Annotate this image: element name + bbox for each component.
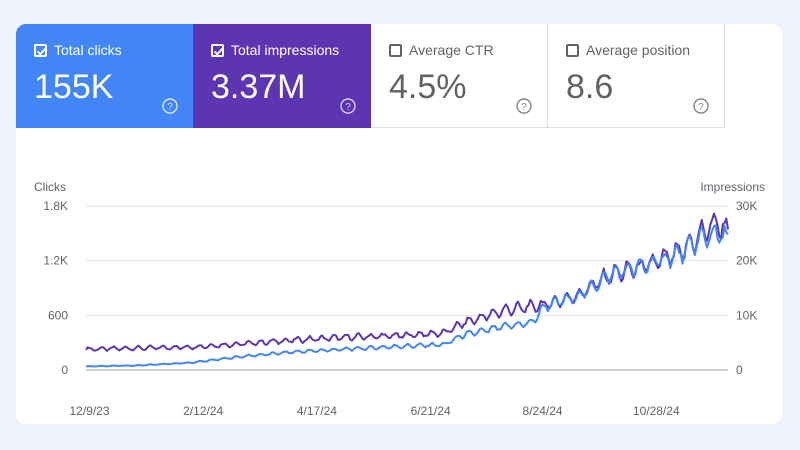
right-tick-label: 30K — [736, 199, 757, 213]
tile-value: 4.5% — [389, 68, 467, 106]
tile-label: Total clicks — [54, 42, 122, 58]
help-icon[interactable]: ? — [340, 98, 356, 114]
tile-total-clicks[interactable]: Total clicks 155K ? — [16, 24, 193, 128]
tile-average-ctr[interactable]: Average CTR 4.5% ? — [371, 24, 548, 128]
right-axis-label: Impressions — [700, 180, 765, 194]
tile-value: 3.37M — [211, 68, 306, 106]
left-axis-label: Clicks — [34, 180, 66, 194]
svg-text:?: ? — [345, 102, 351, 113]
left-tick-label: 1.2K — [43, 254, 68, 268]
svg-text:?: ? — [167, 102, 173, 113]
checkbox-unchecked-icon[interactable] — [389, 44, 402, 57]
x-tick-label: 10/28/24 — [633, 404, 680, 418]
series-line-impressions — [85, 212, 729, 352]
left-tick-label: 0 — [61, 363, 68, 377]
svg-text:?: ? — [698, 102, 704, 113]
help-icon[interactable]: ? — [693, 98, 709, 114]
checkbox-checked-icon[interactable] — [34, 44, 47, 57]
series-line-clicks — [85, 224, 729, 368]
checkbox-unchecked-icon[interactable] — [566, 44, 579, 57]
left-tick-label: 1.8K — [43, 199, 68, 213]
performance-chart: Clicks Impressions 0 600 1.2K 1.8K 0 10K 20K 30… — [16, 128, 782, 424]
checkbox-checked-icon[interactable] — [211, 44, 224, 57]
tile-value: 8.6 — [566, 68, 614, 106]
right-tick-label: 0 — [736, 363, 743, 377]
x-tick-label: 4/17/24 — [297, 404, 337, 418]
x-tick-label: 8/24/24 — [523, 404, 563, 418]
tile-label: Total impressions — [231, 42, 340, 58]
x-tick-label: 6/21/24 — [411, 404, 451, 418]
help-icon[interactable]: ? — [162, 98, 178, 114]
svg-text:?: ? — [521, 102, 527, 113]
metric-tiles: Total clicks 155K ? Total impressions 3.… — [16, 24, 725, 128]
tile-value: 155K — [34, 68, 114, 106]
right-tick-label: 10K — [736, 308, 757, 322]
help-icon[interactable]: ? — [516, 98, 532, 114]
right-tick-label: 20K — [736, 254, 757, 268]
performance-card: Total clicks 155K ? Total impressions 3.… — [16, 24, 782, 424]
tile-average-position[interactable]: Average position 8.6 ? — [548, 24, 725, 128]
line-chart: Clicks Impressions 0 600 1.2K 1.8K 0 10K 20K 30… — [34, 180, 765, 418]
left-tick-label: 600 — [48, 308, 68, 322]
tile-label: Average position — [586, 42, 691, 58]
x-tick-label: 12/9/23 — [69, 404, 109, 418]
tile-label: Average CTR — [409, 42, 494, 58]
tile-total-impressions[interactable]: Total impressions 3.37M ? — [193, 24, 371, 128]
x-tick-label: 2/12/24 — [183, 404, 223, 418]
